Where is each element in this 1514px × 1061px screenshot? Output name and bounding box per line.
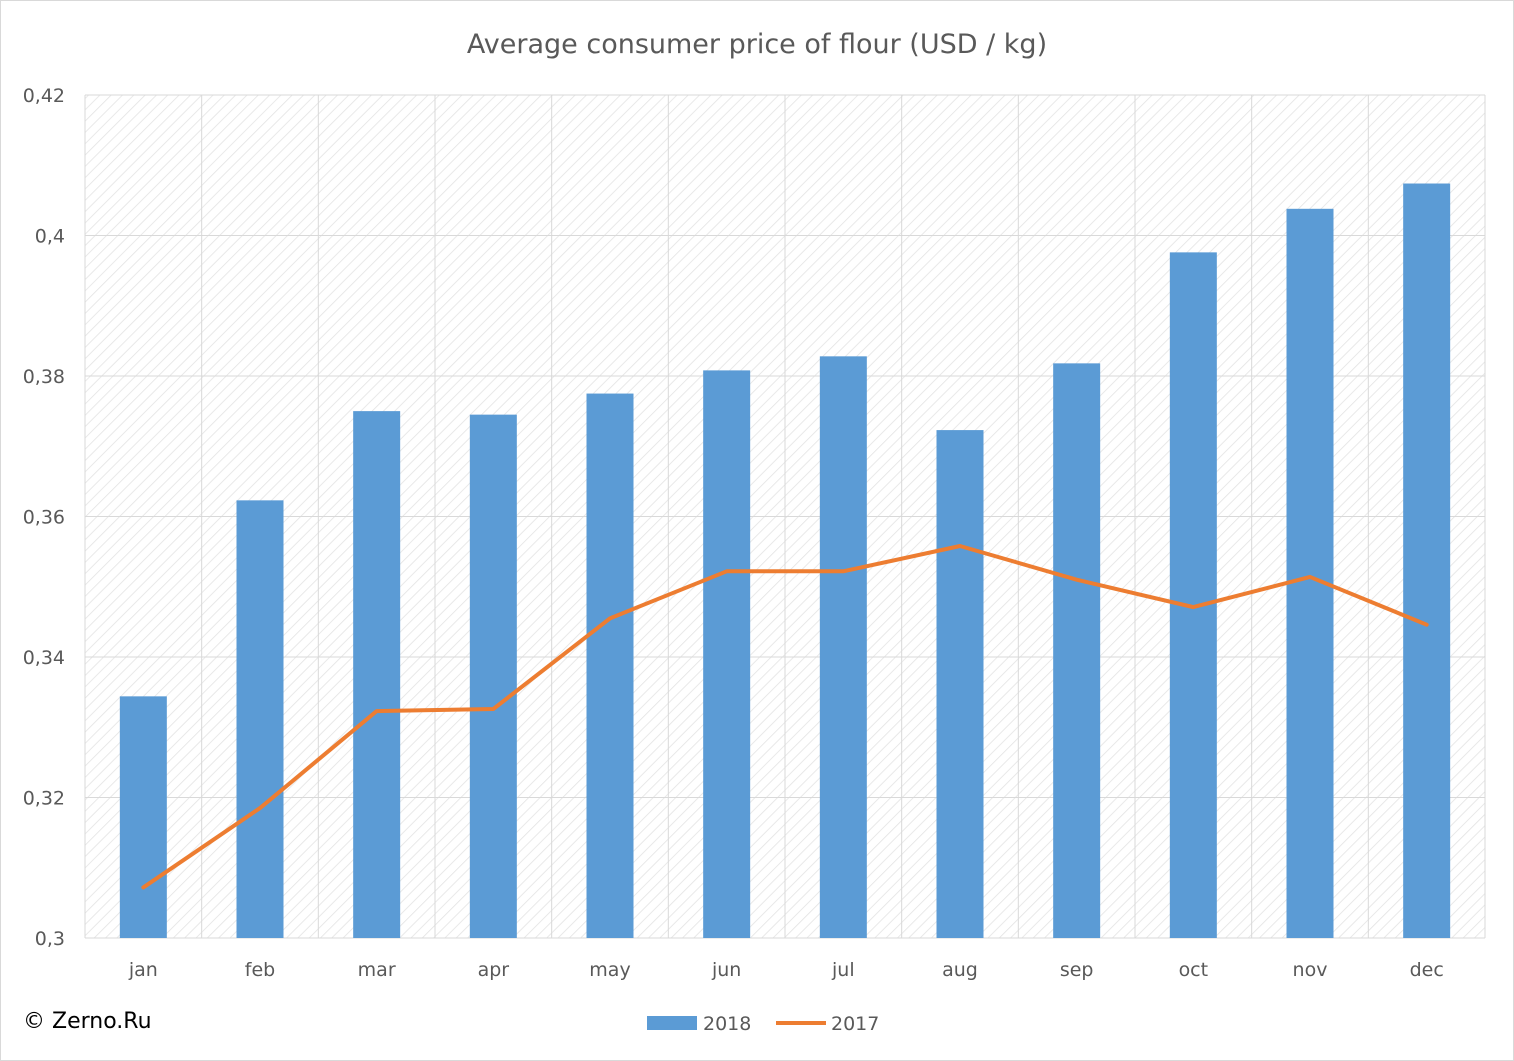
copyright-text: © Zerno.Ru: [23, 1009, 152, 1034]
bar-may: [586, 393, 634, 938]
legend-label-2018: 2018: [703, 1013, 751, 1035]
bar-nov: [1286, 208, 1334, 938]
bar-series-2018: [119, 183, 1451, 939]
bar-apr: [469, 414, 517, 938]
bar-sep: [1053, 363, 1101, 939]
x-tick-label: may: [589, 959, 630, 981]
x-tick-label: jun: [711, 959, 741, 981]
x-tick-label: mar: [358, 959, 396, 981]
x-tick-label: sep: [1060, 959, 1094, 981]
x-tick-label: jul: [831, 959, 855, 981]
y-tick-label: 0,42: [23, 85, 65, 107]
y-tick-label: 0,36: [23, 507, 65, 529]
x-tick-label: jan: [128, 959, 158, 981]
y-tick-label: 0,4: [35, 226, 65, 248]
chart-title: Average consumer price of flour (USD / k…: [467, 29, 1047, 60]
y-tick-label: 0,38: [23, 366, 65, 388]
x-tick-label: oct: [1179, 959, 1209, 981]
y-axis-ticks: 0,3 0,32 0,34 0,36 0,38 0,4 0,42: [23, 85, 65, 950]
x-axis-ticks: jan feb mar apr may jun jul aug sep oct nov dec: [128, 959, 1444, 981]
legend-swatch-2018: [647, 1016, 697, 1030]
bar-jul: [819, 356, 867, 939]
bar-oct: [1169, 252, 1217, 939]
x-tick-label: nov: [1293, 959, 1328, 981]
bar-jan: [119, 696, 167, 938]
x-tick-label: feb: [245, 959, 275, 981]
x-tick-label: apr: [478, 959, 510, 981]
bar-dec: [1403, 183, 1451, 938]
line-series-2017: [141, 544, 1429, 890]
gridlines: [84, 94, 1486, 939]
x-tick-label: aug: [942, 959, 978, 981]
y-tick-label: 0,32: [23, 788, 65, 810]
y-tick-label: 0,34: [23, 647, 65, 669]
line-2017-path: [141, 544, 1429, 890]
y-tick-label: 0,3: [35, 928, 65, 950]
bar-jun: [703, 370, 751, 938]
x-tick-label: dec: [1410, 959, 1444, 981]
bar-feb: [236, 500, 284, 938]
legend-label-2017: 2017: [831, 1013, 879, 1035]
bar-mar: [353, 411, 401, 938]
bar-aug: [936, 430, 984, 938]
legend: 2018 2017: [647, 1013, 879, 1035]
